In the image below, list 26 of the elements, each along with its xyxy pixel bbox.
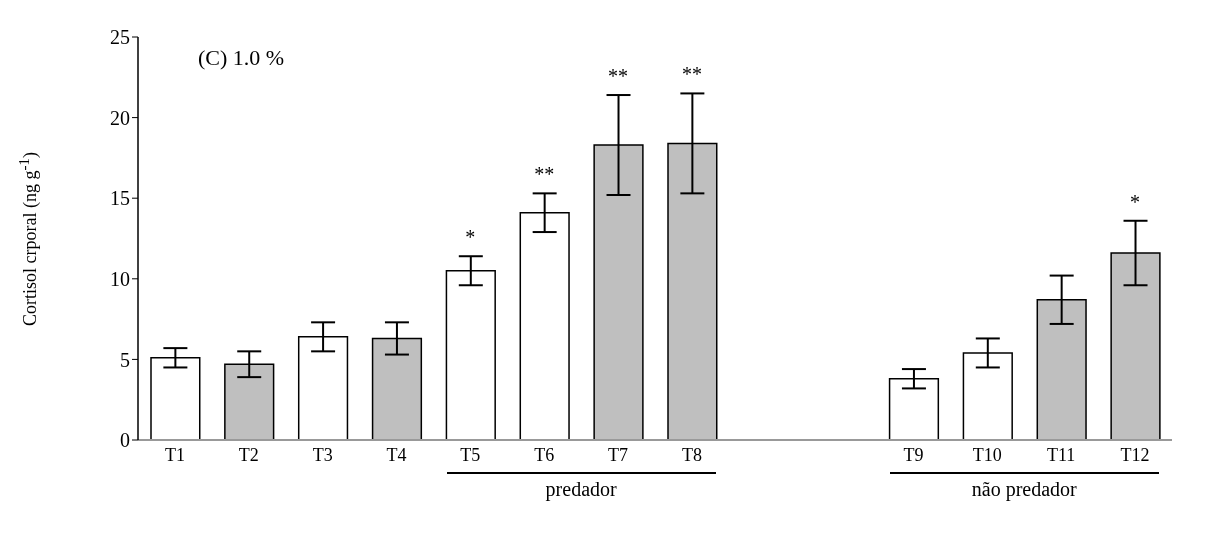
y-tick-label: 25 bbox=[110, 26, 130, 49]
x-tick-label: T10 bbox=[972, 444, 1002, 465]
text: não predador bbox=[971, 478, 1077, 501]
chart-title: (C) 1.0 % bbox=[198, 45, 285, 71]
x-tick-label: T3 bbox=[312, 444, 333, 465]
data-label: ** bbox=[681, 63, 702, 86]
text: predador bbox=[545, 478, 617, 501]
x-tick-label: T9 bbox=[903, 444, 924, 465]
x-tick-label: T1 bbox=[164, 444, 185, 465]
y-tick-label: 0 bbox=[120, 429, 130, 452]
y-tick-label: 5 bbox=[120, 348, 130, 371]
x-tick-label: T6 bbox=[534, 444, 555, 465]
x-tick-label: T5 bbox=[460, 444, 481, 465]
data-label: ** bbox=[608, 65, 629, 88]
y-tick-label: 20 bbox=[110, 106, 130, 129]
y-tick-label: 10 bbox=[110, 267, 130, 290]
x-tick-label: T7 bbox=[608, 444, 629, 465]
data-label: * bbox=[1130, 190, 1141, 213]
data-label: ** bbox=[534, 163, 555, 186]
x-tick-label: T2 bbox=[238, 444, 259, 465]
x-tick-label: T4 bbox=[386, 444, 407, 465]
x-tick-label: T8 bbox=[681, 444, 702, 465]
x-tick-label: T12 bbox=[1120, 444, 1150, 465]
data-label: * bbox=[465, 226, 476, 249]
y-tick-label: 15 bbox=[110, 187, 130, 210]
x-tick-label: T11 bbox=[1047, 444, 1076, 465]
